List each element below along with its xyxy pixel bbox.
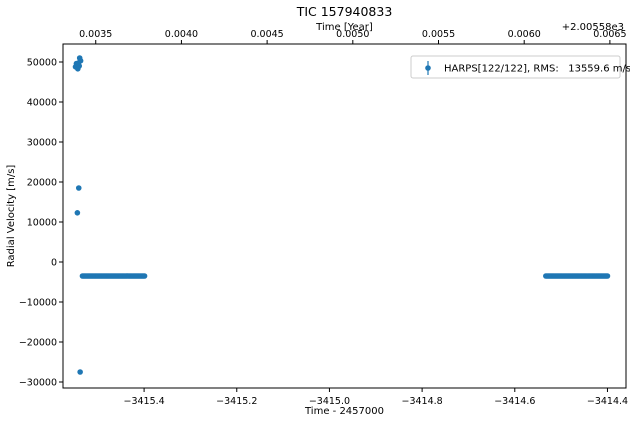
plot-frame — [62, 43, 627, 389]
top-tick-label: 0.0055 — [422, 29, 455, 40]
data-point — [77, 58, 84, 64]
y-tick-label: −20000 — [19, 338, 57, 349]
legend: HARPS[122/122], RMS: 13559.6 m/s — [410, 55, 630, 79]
top-axis-offset: +2.00558e3 — [562, 22, 624, 33]
top-tick-label: 0.0040 — [165, 29, 198, 40]
data-points — [72, 55, 611, 375]
y-tick-label: 30000 — [27, 138, 57, 149]
x-tick-label: −3415.2 — [216, 396, 257, 407]
x-tick-label: −3415.4 — [123, 396, 164, 407]
top-axis-label: Time [Year] — [315, 22, 373, 33]
legend-label: HARPS[122/122], RMS: 13559.6 m/s — [444, 64, 630, 75]
data-point — [77, 369, 83, 375]
y-tick-label: −10000 — [19, 298, 57, 309]
data-point — [76, 63, 83, 69]
x-axis-label: Time - 2457000 — [304, 406, 384, 417]
data-point — [75, 185, 82, 191]
y-tick-label: 20000 — [27, 178, 57, 189]
y-tick-label: −30000 — [19, 378, 57, 389]
chart-title: TIC 157940833 — [296, 4, 393, 19]
y-tick-label: 10000 — [27, 218, 57, 229]
data-point — [141, 273, 148, 279]
y-tick-label: 40000 — [27, 98, 57, 109]
x-tick-label: −3415.0 — [309, 396, 350, 407]
top-tick-label: 0.0050 — [336, 29, 369, 40]
x-tick-label: −3414.4 — [587, 396, 628, 407]
top-tick-label: 0.0060 — [508, 29, 541, 40]
y-axis-label: Radial Velocity [m/s] — [6, 165, 17, 268]
x-tick-label: −3414.8 — [402, 396, 443, 407]
legend-box — [410, 55, 621, 79]
y-tick-label: 50000 — [27, 58, 57, 69]
x-axis-ticks: −3415.4 −3415.2 −3415.0 −3414.8 −3414.6 −3414… — [123, 388, 628, 407]
y-tick-label: 0 — [51, 258, 57, 269]
data-point — [74, 210, 81, 216]
top-tick-label: 0.0045 — [250, 29, 283, 40]
x-tick-label: −3414.6 — [494, 396, 535, 407]
top-axis-ticks: 0.0035 0.0040 0.0045 0.0050 0.0055 0.0060 0.00… — [79, 29, 627, 44]
data-point — [604, 273, 611, 279]
top-tick-label: 0.0065 — [593, 29, 626, 40]
legend-marker — [425, 65, 431, 71]
y-axis-ticks: −30000 −20000 −10000 0 10000 20000 30000 40000 5… — [19, 58, 63, 389]
top-tick-label: 0.0035 — [79, 29, 112, 40]
